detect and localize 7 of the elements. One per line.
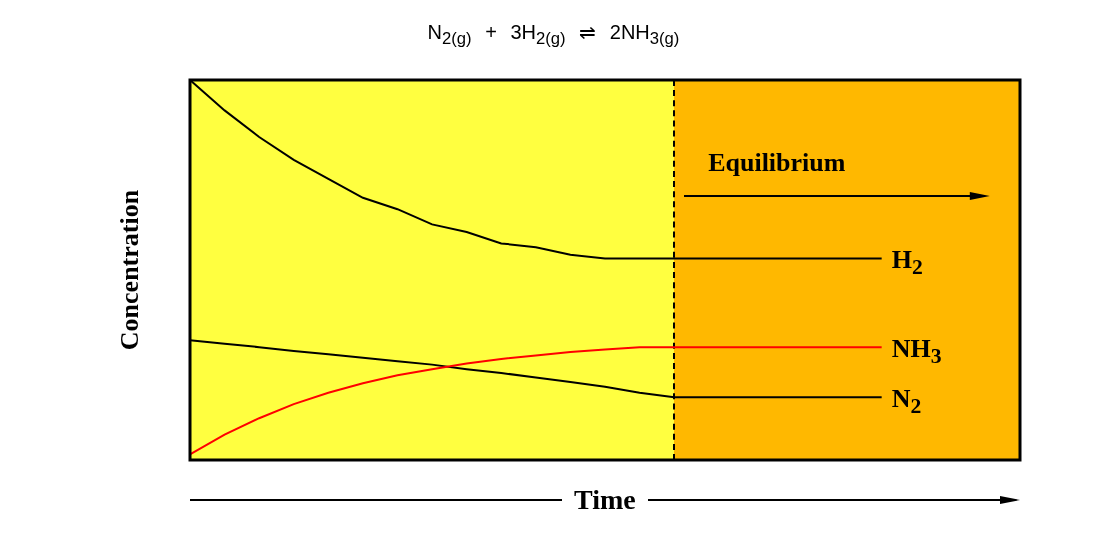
series-label: NH$_{3}$ (891, 333, 942, 369)
annotation: Equilibrium (708, 148, 846, 178)
y-axis-title: Concentration (115, 189, 146, 351)
series-label: H$_{2}$ (891, 245, 923, 281)
x-axis-title: Time (562, 484, 648, 516)
chart-title: N$_{2(g)}$ + 3H$_{2(g)}$ ⇌ 2NH$_{3(g)}$ (426, 20, 681, 49)
series-label: N$_{2}$ (891, 383, 922, 419)
